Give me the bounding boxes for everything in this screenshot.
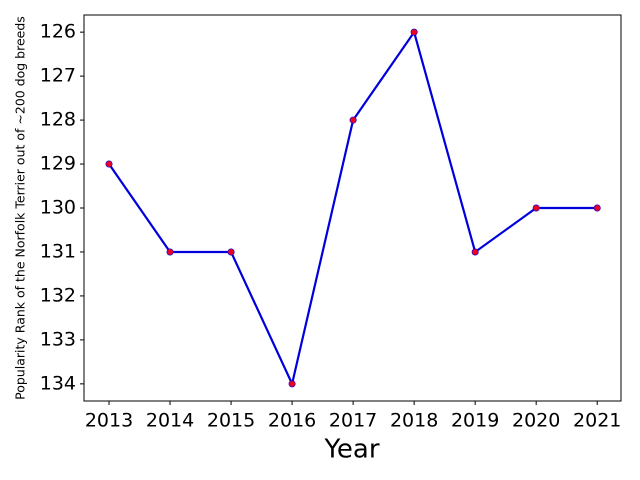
- x-tick-label: 2017: [329, 410, 377, 432]
- point: [410, 28, 418, 36]
- point: [349, 116, 357, 124]
- y-tick-label: 133: [40, 328, 76, 350]
- y-tick-label: 126: [40, 21, 76, 43]
- point: [471, 248, 479, 256]
- point: [593, 204, 601, 212]
- y-tick-label: 127: [40, 65, 76, 87]
- y-tick-label: 132: [40, 284, 76, 306]
- point: [288, 380, 296, 388]
- point: [105, 160, 113, 168]
- x-tick-label: 2016: [268, 410, 316, 432]
- line: [108, 29, 598, 388]
- x-tick-label: 2013: [85, 410, 133, 432]
- x-tick-label: 2014: [146, 410, 194, 432]
- point: [227, 248, 235, 256]
- y-tick-label: 128: [40, 109, 76, 131]
- y-tick-label: 130: [40, 197, 76, 219]
- y-axis-label: Popularity Rank of the Norfolk Terrier o…: [13, 16, 28, 400]
- y-tick-label: 129: [40, 153, 76, 175]
- x-tick-label: 2021: [573, 410, 621, 432]
- x-tick-label: 2020: [512, 410, 560, 432]
- point: [532, 204, 540, 212]
- y-tick-label: 134: [40, 372, 76, 394]
- x-tick-label: 2018: [390, 410, 438, 432]
- y-tick-label: 131: [40, 240, 76, 262]
- x-tick-label: 2015: [207, 410, 255, 432]
- x-axis-label: Year: [323, 435, 379, 465]
- point: [166, 248, 174, 256]
- x-tick-label: 2019: [451, 410, 499, 432]
